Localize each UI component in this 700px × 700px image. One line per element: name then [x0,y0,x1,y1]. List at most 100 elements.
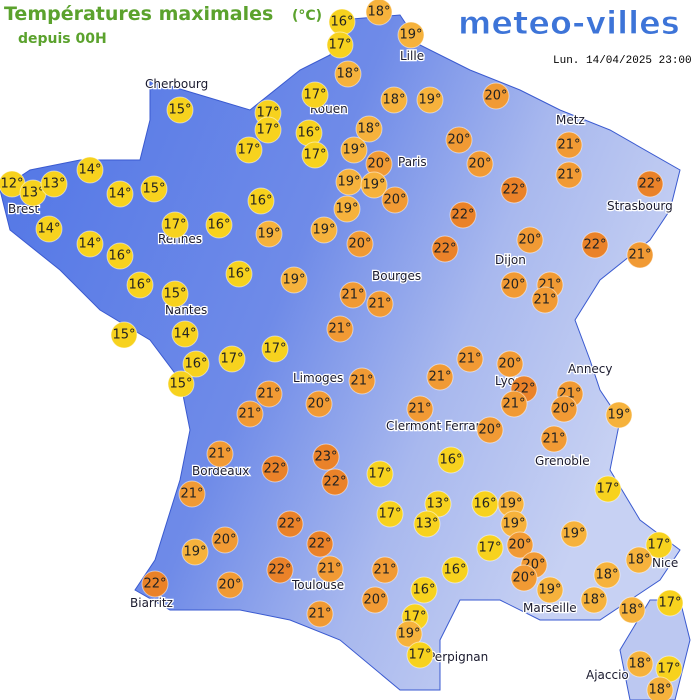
temperature-label: 20° [512,571,535,586]
city-name: Limoges [293,371,343,385]
temperature-marker [645,531,673,559]
temperature-label: 16° [412,583,435,598]
temperature-marker [605,401,633,429]
temperature-marker [141,570,169,598]
temperature-label: 21° [428,370,451,385]
temperature-label: 15° [169,377,192,392]
temperature-label: 21° [557,168,580,183]
temperature-marker [636,170,664,198]
temperature-marker [236,400,264,428]
temperature-label: 18° [367,5,390,20]
city-name: Grenoble [535,454,590,468]
city-name: Bordeaux [192,464,249,478]
timestamp: Lun. 14/04/2025 23:00 [553,55,692,67]
temperature-marker [397,21,425,49]
temperature-marker [340,136,368,164]
temperature-marker [161,280,189,308]
temperature-marker [593,561,621,589]
temperature-label: 19° [502,517,525,532]
temperature-label: 13° [415,517,438,532]
temperature-marker [406,395,434,423]
city-name: Paris [398,155,427,169]
temperature-marker [326,315,354,343]
temperature-label: 14° [78,163,101,178]
temperature-marker [301,81,329,109]
temperature-label: 19° [607,408,630,423]
temperature-label: 22° [143,577,166,592]
temperature-label: 21° [180,487,203,502]
temperature-label: 16° [297,126,320,141]
temperature-label: 19° [538,583,561,598]
temperature-marker [500,390,528,418]
temperature-marker [40,170,68,198]
temperature-label: 20° [213,533,236,548]
temperature-label: 19° [399,28,422,43]
temperature-marker [346,230,374,258]
temperature-marker [326,31,354,59]
temperature-label: 19° [397,627,420,642]
temperature-label: 17° [647,538,670,553]
temperature-label: 17° [256,123,279,138]
temperature-label: 21° [542,432,565,447]
temperature-label: 21° [628,248,651,263]
city-name: Ajaccio [586,668,629,682]
temperature-marker [365,0,393,26]
temperature-label: 20° [218,578,241,593]
temperature-label: 14° [108,187,131,202]
temperature-label: 21° [308,607,331,622]
temperature-label: 20° [468,157,491,172]
temperature-label: 13° [42,177,65,192]
temperature-label: 19° [337,175,360,190]
temperature-label: 21° [373,563,396,578]
marker-layer: 16°18°17°19°18°17° 18° 19° 20°15° 17°17° 16° 1… [0,0,684,700]
temperature-label: 16° [184,357,207,372]
temperature-marker [205,211,233,239]
temperature-label: 16° [249,194,272,209]
temperature-label: 21° [502,397,525,412]
temperature-marker [348,367,376,395]
temperature-marker [360,171,388,199]
temperature-marker [333,195,361,223]
temperature-marker [618,596,646,624]
temperature-label: 21° [341,288,364,303]
temperature-label: 14° [78,237,101,252]
temperature-label: 17° [658,596,681,611]
temperature-label: 23° [314,450,337,465]
temperature-marker [516,226,544,254]
temperature-label: 18° [582,593,605,608]
temperature-label: 20° [367,157,390,172]
temperature-label: 19° [499,497,522,512]
temperature-label: 16° [443,563,466,578]
temperature-label: 19° [282,273,305,288]
temperature-label: 12° [0,177,23,192]
temperature-marker [339,281,367,309]
temperature-marker [500,176,528,204]
city-name: Biarritz [130,596,173,610]
temperature-marker [366,460,394,488]
temperature-marker [555,161,583,189]
temperature-marker [280,266,308,294]
city-name: Lille [400,49,424,63]
temperature-label: 20° [484,89,507,104]
temperature-marker [35,215,63,243]
temperature-marker [355,115,383,143]
temperature-marker [646,676,674,700]
temperature-marker [437,446,465,474]
temperature-label: 15° [142,182,165,197]
temperature-marker [106,180,134,208]
temperature-label: 22° [638,177,661,192]
temperature-label: 20° [348,237,371,252]
temperature-label: 17° [220,352,243,367]
temperature-marker [416,86,444,114]
temperature-marker [550,395,578,423]
temperature-marker [431,235,459,263]
temperature-label: 17° [328,38,351,53]
temperature-marker [181,538,209,566]
temperature-label: 18° [648,683,671,698]
temperature-marker [76,156,104,184]
temperature-label: 19° [257,227,280,242]
temperature-marker [410,576,438,604]
temperature-label: 18° [382,93,405,108]
temperature-label: 20° [383,193,406,208]
temperature-marker [206,440,234,468]
